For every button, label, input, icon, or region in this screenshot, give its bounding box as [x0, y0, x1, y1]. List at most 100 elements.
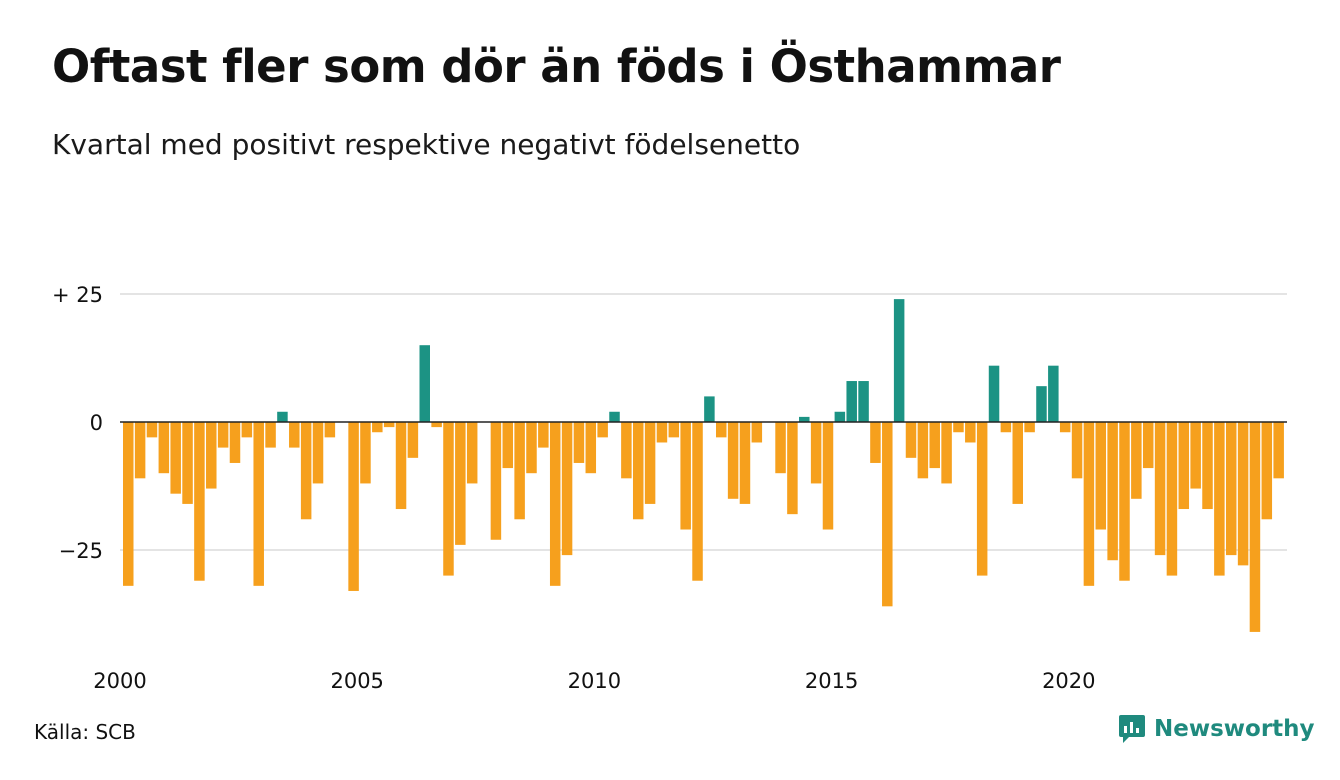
bar [953, 422, 964, 433]
bar [241, 422, 253, 438]
bar [300, 422, 312, 520]
bar [229, 422, 241, 463]
bar [1214, 422, 1225, 576]
bar [1059, 422, 1071, 433]
bar [217, 422, 229, 448]
bar [289, 422, 300, 448]
bar [965, 422, 976, 443]
bar [727, 422, 739, 499]
bar [1178, 422, 1190, 510]
x-tick-label: 2000 [93, 669, 146, 693]
bar [941, 422, 952, 484]
bar [194, 422, 205, 581]
bar [846, 381, 857, 422]
bar [538, 422, 549, 448]
bar [123, 422, 134, 586]
y-tick-label: + 25 [52, 283, 103, 307]
bar [407, 422, 419, 458]
axes: + 25 0 −25 2000 2005 2010 2015 2020 [52, 283, 1287, 693]
bar [870, 422, 881, 463]
bar [1273, 422, 1284, 479]
bar [1107, 422, 1118, 561]
y-tick-label: 0 [90, 411, 103, 435]
bar [1166, 422, 1178, 576]
bar [1119, 422, 1130, 581]
bar [1000, 422, 1012, 433]
bars [123, 299, 1284, 632]
bar [1131, 422, 1142, 499]
bar [502, 422, 514, 469]
bar [265, 422, 276, 448]
bar [253, 422, 264, 586]
bar [514, 422, 525, 520]
bar [1024, 422, 1035, 433]
bar [573, 422, 585, 463]
bar [656, 422, 668, 443]
bar [1012, 422, 1023, 504]
bar [716, 422, 727, 438]
bar [799, 416, 810, 422]
bar [834, 411, 846, 422]
bar [182, 422, 193, 504]
bar [312, 422, 324, 484]
bar [1225, 422, 1237, 556]
bar [597, 422, 608, 438]
chart-title: Oftast fler som dör än föds i Östhammar [52, 40, 1061, 93]
bar [170, 422, 181, 494]
bar [1083, 422, 1095, 586]
bar [1261, 422, 1273, 520]
source-label: Källa: SCB [34, 720, 136, 744]
bar [644, 422, 656, 504]
bar [324, 422, 336, 438]
bar [988, 365, 1000, 422]
bar [206, 422, 217, 489]
bar [704, 396, 715, 422]
bar [158, 422, 170, 474]
bar-chart: + 25 0 −25 2000 2005 2010 2015 2020 [52, 283, 1287, 693]
bar [609, 411, 620, 422]
bar [561, 422, 573, 556]
bar [1071, 422, 1083, 479]
brand-logo[interactable]: Newsworthy [1118, 714, 1315, 744]
bar [917, 422, 929, 479]
y-tick-label: −25 [59, 539, 103, 563]
bar [455, 422, 466, 545]
bar [383, 422, 395, 428]
bar [621, 422, 632, 479]
bar [692, 422, 703, 581]
bar [1095, 422, 1107, 530]
newsworthy-logo-icon [1119, 715, 1145, 743]
bar [277, 411, 288, 422]
bar [360, 422, 371, 484]
bar [632, 422, 644, 520]
bar [751, 422, 763, 443]
bar [668, 422, 680, 438]
bar [585, 422, 597, 474]
bar [372, 422, 383, 433]
bar [976, 422, 988, 576]
bar [1048, 365, 1059, 422]
x-tick-label: 2010 [568, 669, 621, 693]
x-tick-label: 2015 [805, 669, 858, 693]
bar [858, 381, 869, 422]
bar [431, 422, 442, 428]
bar [134, 422, 146, 479]
bar [905, 422, 917, 458]
bar [893, 299, 905, 422]
bar [466, 422, 478, 484]
bar [1154, 422, 1166, 556]
bar [739, 422, 751, 504]
chart-subtitle: Kvartal med positivt respektive negativt… [52, 128, 801, 161]
bar [1202, 422, 1213, 510]
bar [810, 422, 822, 484]
bar [775, 422, 786, 474]
bar [929, 422, 940, 469]
bar [1237, 422, 1249, 566]
bar [490, 422, 502, 540]
bar [549, 422, 561, 586]
bar [1142, 422, 1154, 469]
bar [348, 422, 359, 591]
bar [822, 422, 834, 530]
x-tick-label: 2020 [1042, 669, 1095, 693]
brand-name: Newsworthy [1154, 716, 1315, 742]
